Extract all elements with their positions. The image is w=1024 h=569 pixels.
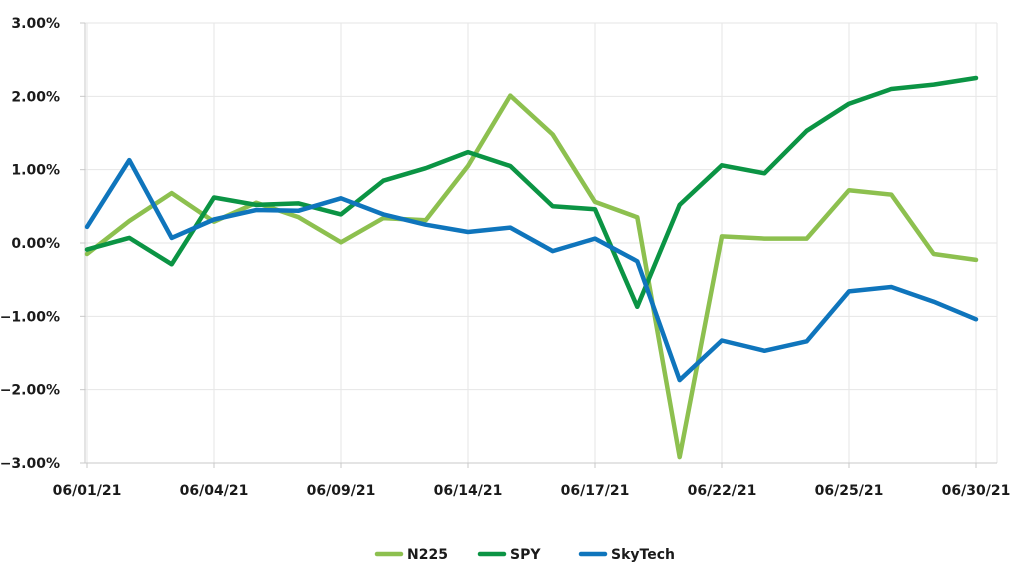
- y-tick-label: −1.00%: [0, 309, 60, 325]
- series-layer: [84, 75, 979, 460]
- y-tick-label: 3.00%: [11, 16, 60, 32]
- x-tick-label: 06/04/21: [180, 483, 249, 499]
- x-tick-label: 06/17/21: [561, 483, 630, 499]
- x-tick-label: 06/14/21: [434, 483, 503, 499]
- y-tick-label: 0.00%: [11, 236, 60, 252]
- series-line-n225: [84, 93, 979, 460]
- y-tick-label: 2.00%: [11, 89, 60, 105]
- y-tick-label: −2.00%: [0, 383, 60, 399]
- legend-label: N225: [407, 547, 448, 563]
- x-tick-label: 06/30/21: [942, 483, 1011, 499]
- x-tick-label: 06/01/21: [53, 483, 122, 499]
- y-tick-label: −3.00%: [0, 456, 60, 472]
- axis-layer: 3.00% 2.00% 1.00% 0.00% −1.00% −2.00% −3.00% 06…: [0, 16, 1010, 499]
- x-tick-label: 06/25/21: [815, 483, 884, 499]
- series-line-spy: [84, 75, 979, 310]
- legend-item-skytech: SkyTech: [578, 547, 675, 563]
- legend: N225 SPY SkyTech: [374, 547, 675, 563]
- y-tick-label: 1.00%: [11, 163, 60, 179]
- legend-label: SPY: [510, 547, 541, 563]
- x-tick-label: 06/09/21: [307, 483, 376, 499]
- legend-item-n225: N225: [374, 547, 448, 563]
- x-tick-label: 06/22/21: [688, 483, 757, 499]
- series-line-skytech: [84, 157, 979, 383]
- legend-label: SkyTech: [611, 547, 675, 563]
- legend-item-spy: SPY: [477, 547, 541, 563]
